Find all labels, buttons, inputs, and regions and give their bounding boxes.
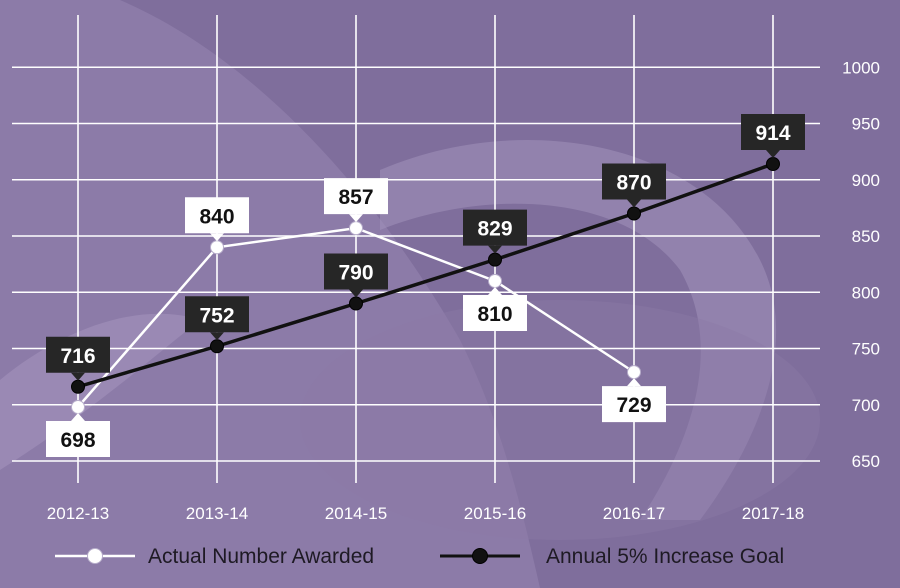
- data-label-pointer: [71, 372, 85, 381]
- data-label: 914: [741, 114, 805, 158]
- data-label-box: [463, 295, 527, 331]
- data-label: 790: [324, 253, 388, 298]
- data-label-pointer: [488, 245, 502, 254]
- data-label-text: 729: [616, 394, 651, 417]
- data-label: 752: [185, 296, 249, 341]
- data-label: 810: [463, 287, 527, 331]
- data-label-text: 790: [338, 262, 373, 285]
- data-label-box: [324, 253, 388, 290]
- legend-label: Annual 5% Increase Goal: [546, 545, 784, 568]
- data-label-text: 752: [199, 304, 234, 327]
- data-label-text: 857: [338, 186, 373, 209]
- data-label-box: [185, 296, 249, 333]
- legend-marker: [472, 548, 488, 564]
- y-tick-label: 1000: [842, 58, 880, 77]
- y-axis-ticks: 650 700 750 800 850 900 950 1000: [842, 58, 880, 471]
- y-tick-label: 700: [852, 396, 880, 415]
- legend: Actual Number Awarded Annual 5% Increase …: [55, 545, 784, 568]
- legend-marker: [87, 548, 103, 564]
- legend-label: Actual Number Awarded: [148, 545, 374, 568]
- data-label-box: [741, 114, 805, 150]
- data-label-box: [602, 163, 666, 200]
- data-label-text: 870: [616, 172, 651, 195]
- data-label-text: 810: [477, 303, 512, 326]
- data-point: [71, 379, 85, 394]
- x-tick-label: 2017-18: [742, 504, 804, 523]
- data-label-pointer: [627, 378, 641, 387]
- data-label-text: 716: [60, 345, 95, 368]
- legend-item-1: Actual Number Awarded: [55, 545, 374, 568]
- data-label-pointer: [210, 332, 224, 341]
- legend-item-2: Annual 5% Increase Goal: [440, 545, 784, 568]
- y-tick-label: 950: [852, 115, 880, 134]
- data-label-box: [46, 336, 110, 373]
- x-tick-label: 2013-14: [186, 504, 248, 523]
- data-label-pointer: [349, 214, 363, 223]
- x-tick-label: 2012-13: [47, 504, 109, 523]
- data-label-box: [46, 421, 110, 457]
- data-point: [349, 296, 363, 311]
- data-label-text: 840: [199, 205, 234, 228]
- y-tick-label: 850: [852, 227, 880, 246]
- data-point: [488, 274, 502, 288]
- data-label-pointer: [766, 150, 780, 158]
- data-label: 698: [46, 413, 110, 457]
- y-tick-label: 750: [852, 340, 880, 359]
- data-label: 729: [602, 378, 666, 423]
- x-tick-label: 2016-17: [603, 504, 665, 523]
- data-label: 829: [463, 209, 527, 254]
- data-label-box: [324, 178, 388, 215]
- data-label-text: 829: [477, 218, 512, 241]
- data-label-text: 698: [60, 429, 95, 452]
- x-tick-label: 2015-16: [464, 504, 526, 523]
- data-label-box: [602, 386, 666, 423]
- x-axis-ticks: 2012-13 2013-14 2014-15 2015-16 2016-17 2017-…: [47, 504, 804, 523]
- data-label-box: [185, 197, 249, 234]
- data-label: 857: [324, 178, 388, 223]
- data-label-pointer: [349, 289, 363, 298]
- data-point: [210, 339, 224, 354]
- data-point: [71, 400, 85, 414]
- data-point: [627, 206, 641, 221]
- data-point: [488, 252, 502, 267]
- data-point: [766, 157, 780, 171]
- data-point: [627, 365, 641, 380]
- data-label-pointer: [210, 233, 224, 242]
- data-label-pointer: [71, 413, 85, 421]
- data-point: [210, 240, 224, 255]
- y-tick-label: 800: [852, 283, 880, 302]
- x-tick-label: 2014-15: [325, 504, 387, 523]
- data-labels: 698 840 857 810 729 716 752 790 829 870 914: [46, 114, 805, 457]
- data-label-box: [463, 209, 527, 246]
- data-label-text: 914: [755, 122, 790, 145]
- y-tick-label: 900: [852, 171, 880, 190]
- data-point: [349, 221, 363, 236]
- series-line-2: [77, 162, 774, 389]
- data-label: 870: [602, 163, 666, 208]
- data-label: 840: [185, 197, 249, 242]
- data-label-pointer: [488, 287, 502, 295]
- data-label-pointer: [627, 199, 641, 208]
- data-label: 716: [46, 336, 110, 381]
- y-tick-label: 650: [852, 452, 880, 471]
